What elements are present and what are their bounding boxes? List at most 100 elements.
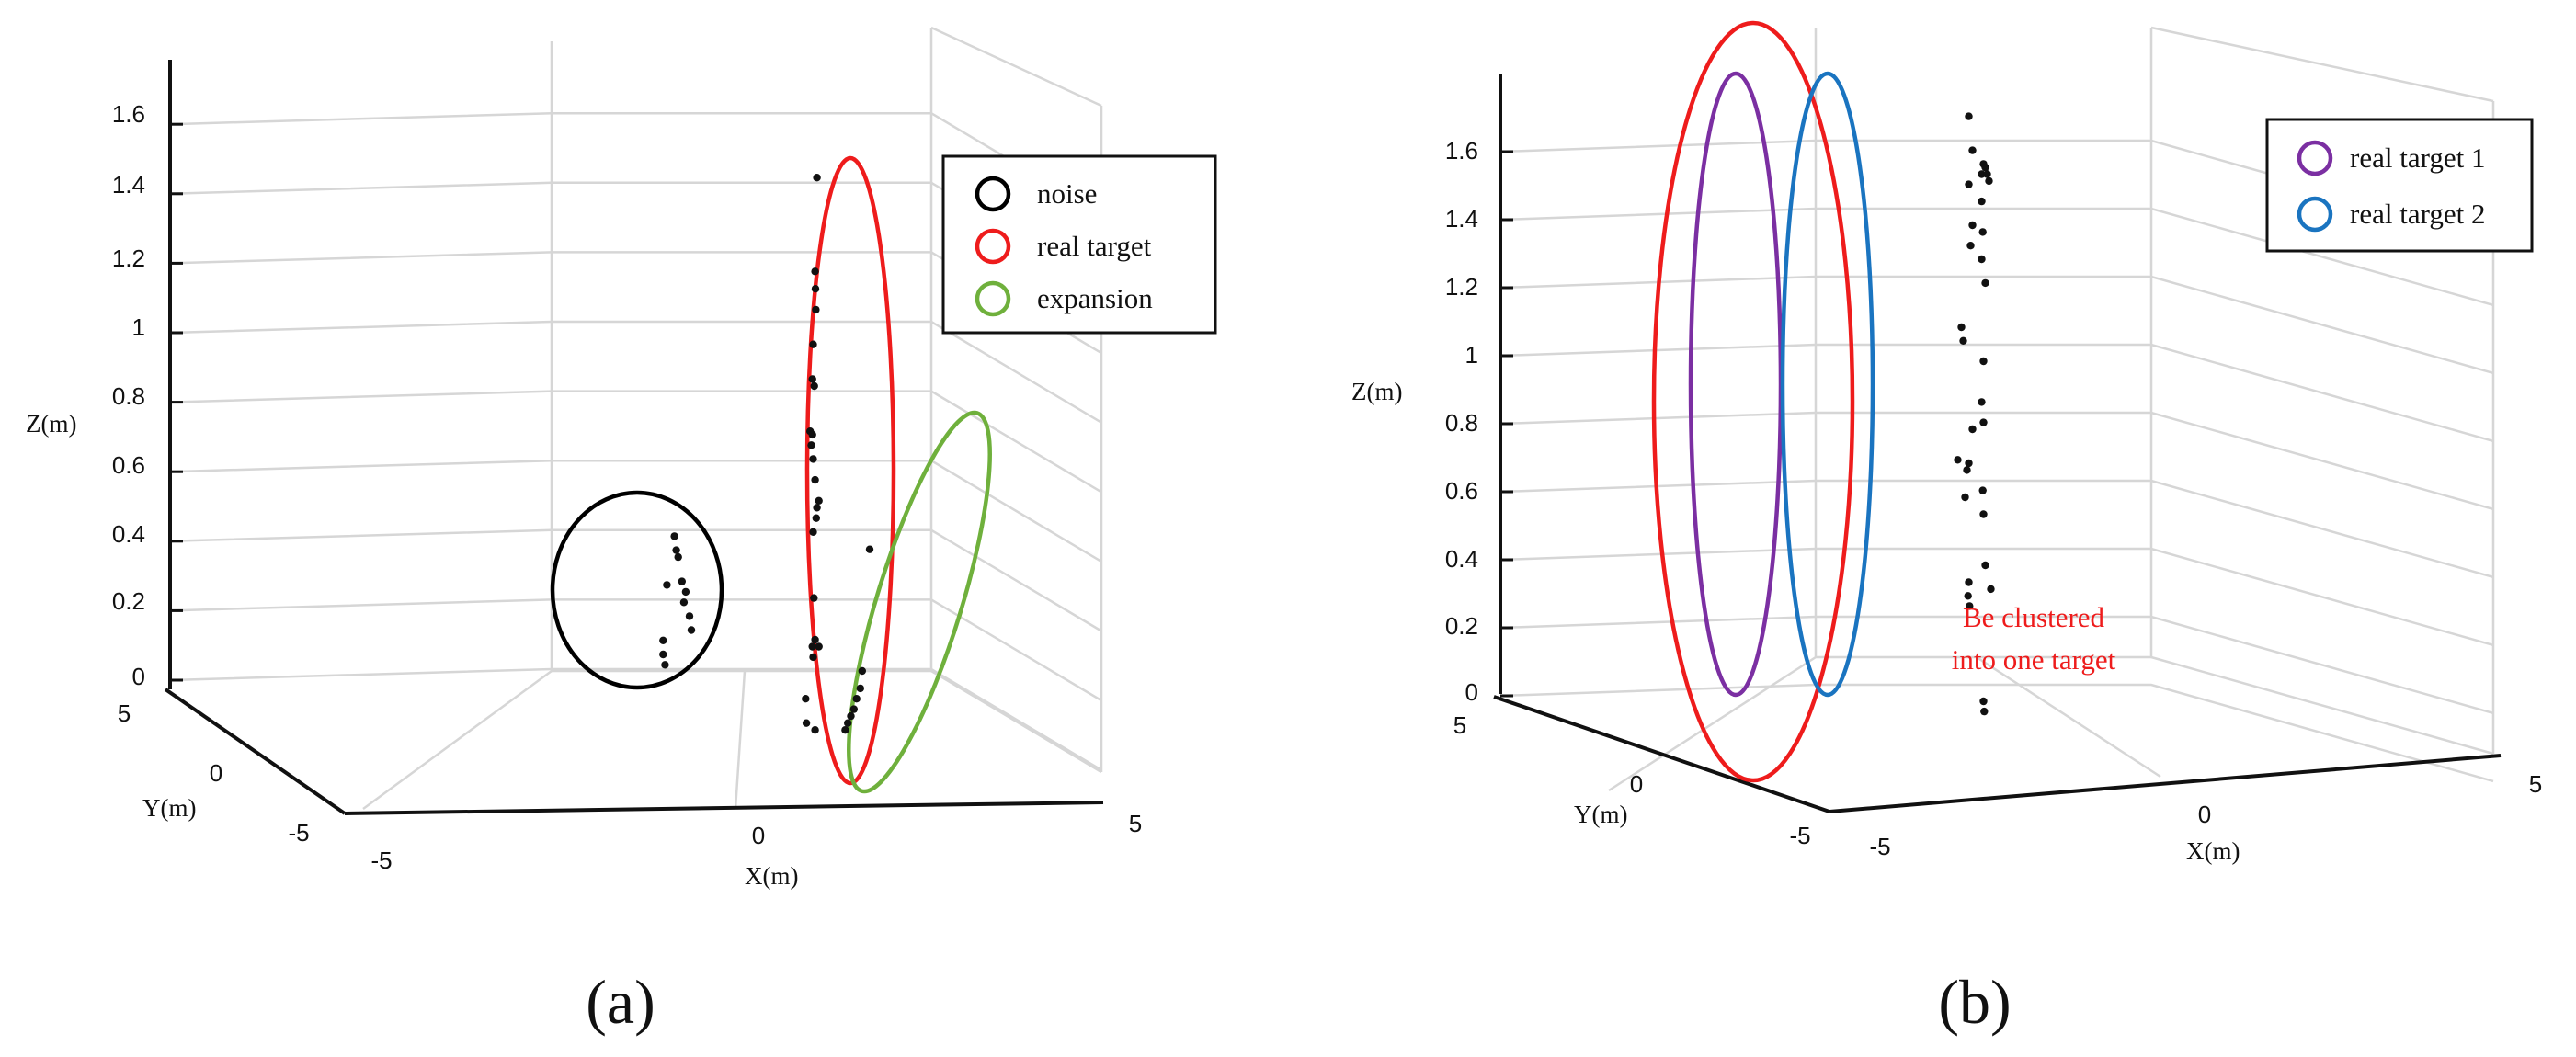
point-real-target: [807, 441, 815, 449]
point-noise: [659, 636, 667, 644]
z-gridline: [169, 320, 1102, 424]
point-real-target-2: [1979, 697, 1988, 706]
real-target-2-ellipse: [1780, 71, 1875, 698]
legend-box: [941, 154, 1217, 335]
point-noise: [681, 587, 690, 597]
panel-a-legend: noise real target expansion: [941, 154, 1217, 335]
point-real-target: [809, 653, 817, 662]
point-real-target-2: [1979, 357, 1988, 366]
z-tick-0: 0: [132, 663, 145, 690]
panel-b-cluster-ellipses: [1651, 20, 1875, 783]
point-real-target: [809, 455, 817, 463]
z-tick-1.4: 1.4: [112, 171, 145, 199]
z-gridline: [169, 598, 1102, 702]
x-tick-5: 5: [1129, 810, 1142, 837]
point-noise: [659, 650, 667, 659]
panel-b-legend: real target 1 real target 2: [2265, 118, 2534, 253]
point-real-target-1: [1968, 146, 1977, 154]
x-axis-label: X(m): [2186, 837, 2240, 865]
x-tick-0: 0: [2198, 801, 2211, 828]
point-noise: [674, 552, 682, 562]
x-axis-label: X(m): [745, 862, 798, 890]
panel-a-points: [659, 174, 874, 734]
y-axis-label: Y(m): [142, 794, 196, 822]
combined-cluster-ellipse: [1651, 20, 1855, 783]
panel-a-axes: [164, 60, 1104, 815]
point-real-target-1: [1966, 242, 1975, 250]
point-real-target-1: [1957, 323, 1966, 332]
z-tick-0: 0: [1465, 678, 1478, 706]
point-expansion: [865, 545, 874, 553]
point-real-target-1: [1965, 180, 1973, 188]
point-real-target: [811, 635, 819, 644]
legend-real-target-1-label: real target 1: [2350, 142, 2485, 174]
point-real-target-1: [1964, 592, 1972, 600]
z-gridline: [1499, 275, 2494, 375]
panel-b-points: [1954, 112, 1995, 716]
point-noise: [678, 577, 686, 585]
z-gridline: [1499, 683, 2494, 783]
point-real-target: [802, 695, 810, 703]
point-real-target-1: [1965, 459, 1973, 468]
panel-a-z-ticks: 0 0.2 0.4 0.6 0.8 1 1.2 1.4 1.6: [112, 100, 183, 690]
point-real-target: [808, 375, 816, 383]
panel-b-z-ticks: 0 0.2 0.4 0.6 0.8 1 1.2 1.4 1.6: [1445, 137, 1513, 706]
point-real-target-2: [1981, 163, 1989, 172]
point-real-target-1: [1954, 456, 1962, 464]
x-tick-0: 0: [752, 822, 765, 849]
point-real-target-2: [1985, 176, 1993, 186]
point-real-target-1: [1968, 425, 1977, 434]
z-gridline: [1499, 343, 2494, 443]
y-tick-0: 0: [1630, 770, 1643, 798]
point-expansion: [858, 666, 866, 676]
z-tick-0.2: 0.2: [1445, 612, 1478, 640]
z-tick-0.2: 0.2: [112, 587, 145, 615]
point-real-target: [809, 340, 817, 348]
point-real-target-1: [1965, 112, 1973, 120]
point-real-target: [809, 528, 817, 536]
y-tick-neg5: -5: [288, 819, 309, 847]
legend-noise-icon: [975, 176, 1011, 212]
point-real-target: [811, 726, 819, 734]
z-axis-label: Z(m): [26, 410, 76, 438]
point-real-target: [810, 381, 818, 391]
z-tick-0.8: 0.8: [112, 382, 145, 410]
point-real-target-2: [1978, 255, 1986, 264]
point-real-target-2: [1981, 278, 1989, 288]
z-tick-0.6: 0.6: [1445, 477, 1478, 505]
point-real-target: [808, 642, 816, 651]
point-real-target-2: [1979, 510, 1988, 518]
point-real-target-1: [1963, 466, 1971, 474]
caption-b: (b): [1938, 967, 2011, 1037]
point-real-target: [813, 504, 821, 512]
point-real-target-1: [1968, 221, 1977, 230]
point-real-target: [808, 430, 816, 439]
legend-real-target-icon: [975, 228, 1011, 265]
legend-real-target-label: real target: [1037, 230, 1152, 262]
y-axis-label: Y(m): [1574, 801, 1627, 828]
point-real-target-1: [1961, 493, 1969, 502]
point-real-target: [811, 267, 819, 276]
point-real-target: [813, 174, 821, 182]
legend-real-target-2-icon: [2297, 196, 2333, 233]
legend-box: [2265, 118, 2534, 253]
point-real-target-2: [1987, 585, 1995, 594]
point-real-target-2: [1978, 398, 1986, 406]
caption-a-text: (a): [586, 967, 655, 1037]
y-tick-5: 5: [1453, 711, 1466, 739]
point-real-target: [802, 719, 811, 727]
panel-a: 0 0.2 0.4 0.6 0.8 1 1.2 1.4 1.6 5 0 -5 -…: [26, 26, 1217, 1037]
legend-expansion-label: expansion: [1037, 282, 1153, 314]
point-real-target: [812, 305, 820, 314]
point-expansion: [847, 711, 855, 721]
z-tick-1.6: 1.6: [112, 100, 145, 128]
z-gridline: [169, 459, 1102, 563]
point-noise: [672, 546, 680, 554]
point-expansion: [852, 695, 861, 703]
z-tick-1.2: 1.2: [112, 244, 145, 272]
noise-ellipse: [550, 490, 724, 690]
x-tick-5: 5: [2529, 770, 2542, 798]
point-real-target: [815, 642, 823, 651]
expansion-ellipse: [847, 410, 992, 794]
z-gridline: [169, 667, 1102, 771]
